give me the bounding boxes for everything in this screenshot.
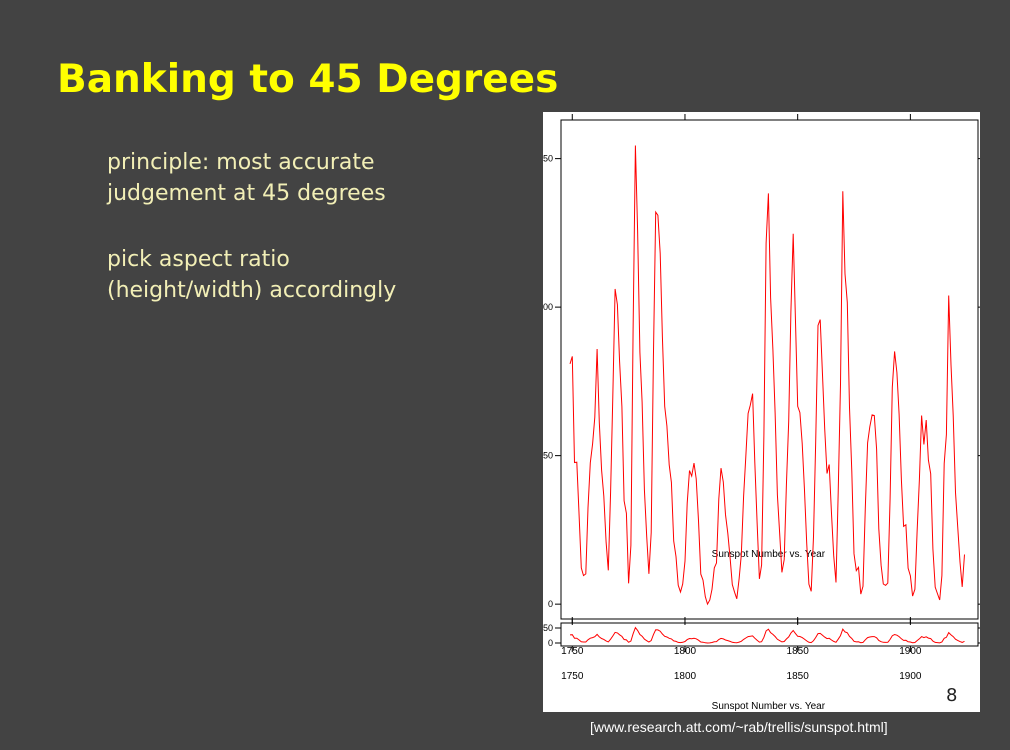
- slide-title: Banking to 45 Degrees: [57, 57, 559, 102]
- banked-y-tick-label-150: 150: [543, 623, 553, 633]
- bullet-principle-line-1: principle: most accurate: [107, 150, 375, 175]
- banked-x-tick-label-1900: 1900: [899, 671, 922, 682]
- main-y-tick-label-100: 100: [543, 302, 553, 312]
- main-y-tick-label-150: 150: [543, 154, 553, 164]
- bullet-aspect-ratio-line-2: (height/width) accordingly: [107, 278, 397, 303]
- bullet-principle-line-2: judgement at 45 degrees: [107, 181, 386, 206]
- banked-x-tick-label-1850: 1850: [787, 671, 810, 682]
- main-y-tick-label-0: 0: [548, 599, 553, 609]
- bullet-principle: principle: most accurate judgement at 45…: [107, 147, 386, 209]
- banked-x-tick-label-1800: 1800: [674, 671, 697, 682]
- bullet-aspect-ratio: pick aspect ratio (height/width) accordi…: [107, 244, 396, 306]
- banked-x-axis-label: Sunspot Number vs. Year: [712, 701, 826, 712]
- main-x-axis-label: Sunspot Number vs. Year: [712, 549, 826, 560]
- main-y-tick-label-50: 50: [543, 451, 553, 461]
- main-sunspot-series-line: [569, 145, 965, 606]
- sunspot-charts: 1750 1800 1850 1900 0 50 100 150 Sunspot Number …: [543, 114, 980, 712]
- source-citation: [www.research.att.com/~rab/trellis/sunsp…: [590, 719, 888, 735]
- banked-x-tick-label-1750: 1750: [561, 671, 584, 682]
- banked-sunspot-series-line: [569, 626, 965, 644]
- banked-plot-frame: [560, 622, 979, 647]
- main-plot-frame: [560, 119, 979, 620]
- bullet-aspect-ratio-line-1: pick aspect ratio: [107, 247, 290, 272]
- banked-y-tick-label-0: 0: [548, 638, 553, 648]
- page-number: 8: [946, 685, 958, 706]
- sunspot-figure: 1750 1800 1850 1900 0 50 100 150 Sunspot Number …: [543, 112, 980, 712]
